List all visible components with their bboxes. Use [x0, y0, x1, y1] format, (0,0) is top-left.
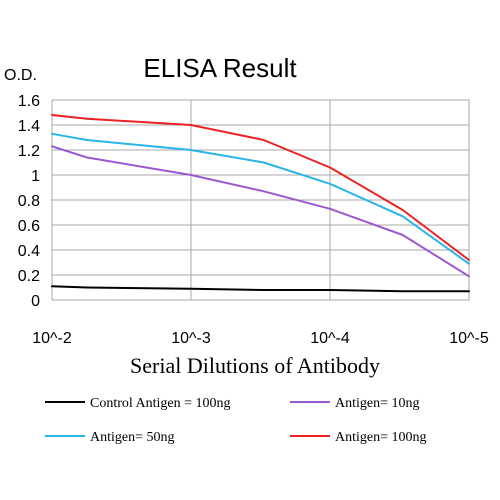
- x-tick-labels: 10^-2 10^-3 10^-4 10^-5: [32, 330, 489, 347]
- series-line: [51, 132, 470, 265]
- y-tick-label: 1.6: [18, 93, 40, 110]
- x-tick-label: 10^-3: [171, 330, 211, 347]
- series-line: [51, 285, 470, 293]
- x-tick-label: 10^-4: [310, 330, 350, 347]
- legend-label: Antigen= 50ng: [90, 430, 175, 445]
- x-axis-label: Serial Dilutions of Antibody: [130, 353, 380, 378]
- y-axis-label: O.D.: [4, 67, 37, 84]
- y-tick-label: 1: [31, 168, 40, 185]
- vertical-gridlines: [51, 100, 470, 300]
- y-tick-label: 0: [31, 293, 40, 310]
- horizontal-gridlines: [52, 99, 469, 301]
- y-tick-label: 0.8: [18, 193, 40, 210]
- y-tick-label: 1.4: [18, 118, 40, 135]
- legend-label: Control Antigen = 100ng: [90, 396, 231, 411]
- chart-title: ELISA Result: [143, 53, 297, 83]
- y-tick-label: 0.4: [18, 243, 40, 260]
- y-tick-label: 0.2: [18, 268, 40, 285]
- legend-label: Antigen= 100ng: [335, 430, 427, 445]
- y-tick-label: 0.6: [18, 218, 40, 235]
- legend-label: Antigen= 10ng: [335, 396, 420, 411]
- x-tick-label: 10^-2: [32, 330, 72, 347]
- series-line: [51, 145, 470, 278]
- series-line: [51, 114, 470, 261]
- y-tick-labels: 0 0.2 0.4 0.6 0.8 1 1.2 1.4 1.6: [18, 93, 40, 310]
- x-tick-label: 10^-5: [449, 330, 489, 347]
- y-tick-label: 1.2: [18, 143, 40, 160]
- legend: Control Antigen = 100ng Antigen= 10ng Anti…: [45, 396, 427, 445]
- series-lines: [51, 114, 470, 293]
- plot-area: [51, 99, 470, 301]
